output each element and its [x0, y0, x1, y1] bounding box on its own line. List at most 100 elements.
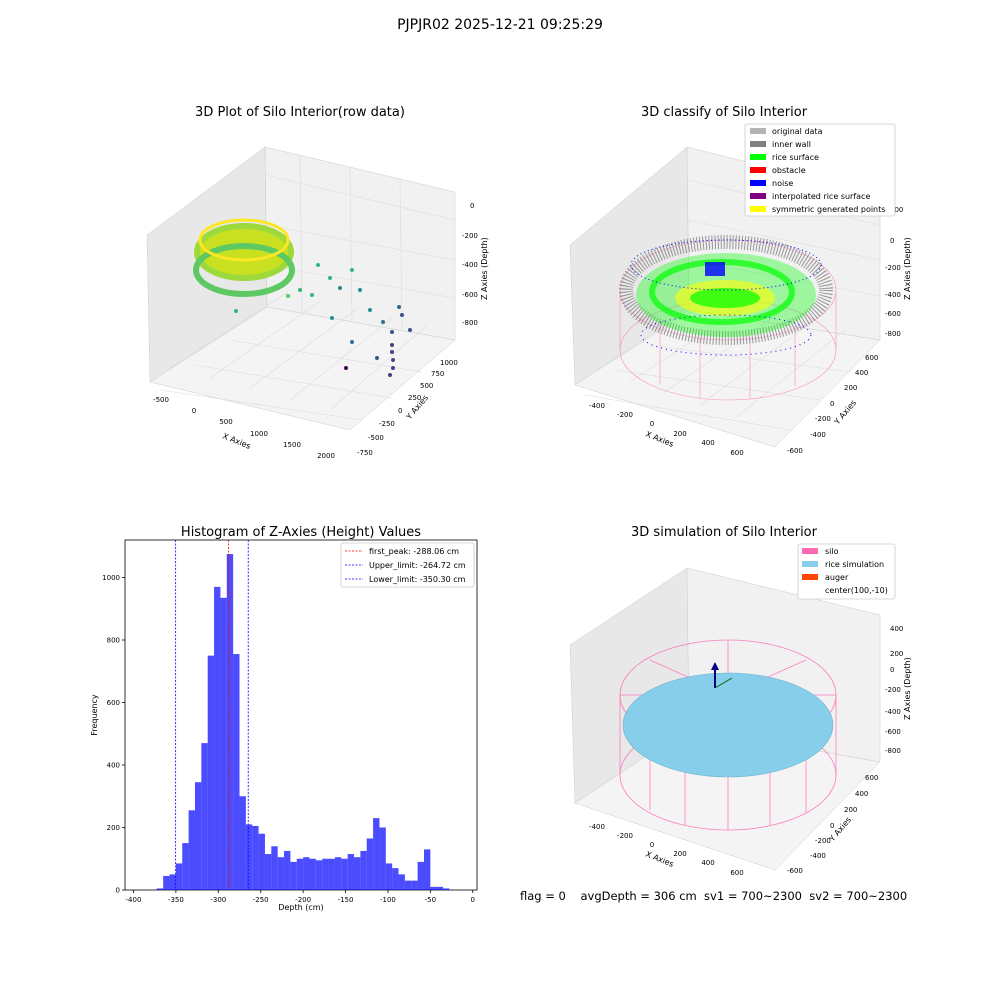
- y-ticks: 0 200 400 600 800 1000: [102, 574, 125, 895]
- legend-label: rice surface: [772, 153, 819, 162]
- histogram-bar: [328, 858, 335, 890]
- svg-text:750: 750: [431, 370, 444, 378]
- histogram-bar: [373, 818, 380, 890]
- legend: first_peak: -288.06 cm Upper_limit: -264…: [340, 542, 475, 588]
- histogram-bar: [169, 874, 176, 890]
- svg-text:-400: -400: [589, 823, 605, 831]
- histogram-bar: [214, 586, 221, 890]
- panel-title: 3D Plot of Silo Interior(row data): [195, 105, 405, 120]
- svg-text:400: 400: [855, 790, 868, 798]
- x-tick-label: -50: [425, 896, 436, 904]
- z-ticks: 400 200 0 -200 -400 -600 -800: [885, 625, 903, 755]
- y-axis-label: Y Axies: [832, 398, 858, 427]
- z-axis-label: Z Axies (Depth): [903, 237, 912, 300]
- panel-raw-3d: 3D Plot of Silo Interior(row data) -500: [146, 105, 489, 460]
- svg-text:-600: -600: [885, 310, 901, 318]
- svg-text:0: 0: [890, 666, 894, 674]
- histogram-bar: [366, 838, 374, 890]
- svg-text:200: 200: [673, 430, 686, 438]
- histogram-bar: [303, 857, 310, 890]
- histogram-bar: [258, 833, 265, 890]
- svg-text:-400: -400: [589, 402, 605, 410]
- x-tick-label: -400: [126, 896, 142, 904]
- histogram-bar: [163, 875, 170, 890]
- svg-text:200: 200: [890, 650, 903, 658]
- svg-text:-400: -400: [885, 708, 901, 716]
- rice-surface: [622, 672, 834, 778]
- svg-text:200: 200: [844, 806, 857, 814]
- legend-swatch: [750, 193, 766, 199]
- svg-text:-400: -400: [885, 291, 901, 299]
- histogram-bar: [207, 655, 215, 890]
- x-tick-label: -350: [168, 896, 184, 904]
- legend-label: obstacle: [772, 166, 806, 175]
- svg-text:-500: -500: [368, 434, 384, 442]
- z-ticks: 0 -200 -400 -600 -800: [462, 202, 478, 327]
- status-footer: flag = 0 avgDepth = 306 cm sv1 = 700~230…: [520, 889, 908, 903]
- svg-text:-200: -200: [885, 686, 901, 694]
- legend-label: noise: [772, 179, 793, 188]
- histogram-bar: [194, 782, 202, 890]
- panel-histogram: Histogram of Z-Axies (Height) Values -40…: [90, 525, 478, 912]
- svg-text:-400: -400: [810, 852, 826, 860]
- histogram-bar: [398, 874, 405, 890]
- panel-simulation-3d: 3D simulation of Silo Interior -400 -200…: [569, 525, 912, 877]
- svg-text:400: 400: [701, 859, 714, 867]
- legend-label: rice simulation: [825, 560, 884, 569]
- legend-swatch: [802, 561, 818, 567]
- svg-text:-800: -800: [462, 319, 478, 327]
- svg-text:2000: 2000: [317, 452, 335, 460]
- legend-swatch: [750, 167, 766, 173]
- histogram-bar: [322, 858, 329, 890]
- panel-title: 3D classify of Silo Interior: [641, 105, 808, 120]
- legend-label: Upper_limit: -264.72 cm: [369, 561, 466, 570]
- svg-text:400: 400: [855, 369, 868, 377]
- histogram-bar: [354, 857, 361, 890]
- svg-text:0: 0: [830, 822, 834, 830]
- legend-label: first_peak: -288.06 cm: [369, 547, 459, 556]
- legend-swatch: [802, 548, 818, 554]
- svg-text:-600: -600: [787, 867, 803, 875]
- y-tick-label: 1000: [102, 574, 120, 582]
- svg-text:400: 400: [890, 625, 903, 633]
- svg-text:0: 0: [830, 400, 834, 408]
- svg-text:-600: -600: [462, 291, 478, 299]
- x-tick-label: -100: [380, 896, 396, 904]
- legend-label: original data: [772, 127, 823, 136]
- legend-label: auger: [825, 573, 849, 582]
- x-tick-label: -200: [295, 896, 311, 904]
- histogram-bar: [239, 796, 246, 890]
- legend-label: silo: [825, 547, 839, 556]
- histogram-bar: [264, 854, 272, 890]
- svg-text:200: 200: [673, 850, 686, 858]
- histogram-bar: [245, 824, 253, 890]
- x-axis-label: X Axies: [644, 850, 675, 869]
- histogram-bar: [201, 743, 208, 890]
- svg-text:1000: 1000: [250, 430, 268, 438]
- histogram-bar: [404, 880, 412, 890]
- y-tick-label: 200: [107, 824, 120, 832]
- svg-text:400: 400: [701, 439, 714, 447]
- svg-text:0: 0: [192, 407, 196, 415]
- legend-label: Lower_limit: -350.30 cm: [369, 575, 466, 584]
- histogram-bar: [309, 858, 316, 890]
- histogram-bar: [220, 597, 227, 890]
- legend-label: interpolated rice surface: [772, 192, 870, 201]
- svg-text:-800: -800: [885, 747, 901, 755]
- svg-text:600: 600: [865, 774, 878, 782]
- histogram-bar: [385, 863, 393, 890]
- svg-text:600: 600: [730, 869, 743, 877]
- y-ticks: -600 -400 -200 0 200 400 600: [787, 774, 878, 875]
- histogram-bar: [347, 854, 355, 890]
- histogram-bar: [156, 888, 164, 890]
- svg-text:-600: -600: [885, 728, 901, 736]
- svg-text:0: 0: [890, 237, 894, 245]
- svg-text:0: 0: [650, 420, 654, 428]
- histogram-bar: [379, 827, 386, 890]
- x-ticks: -400 -200 0 200 400 600: [589, 402, 744, 457]
- x-axis-label: X Axies: [221, 432, 252, 451]
- svg-text:-200: -200: [815, 415, 831, 423]
- x-ticks: -500 0 500 1000 1500 2000: [153, 396, 335, 460]
- panel-classify-3d: 3D classify of Silo Interior -400 -200 0…: [569, 105, 912, 457]
- histogram-bar: [341, 858, 348, 890]
